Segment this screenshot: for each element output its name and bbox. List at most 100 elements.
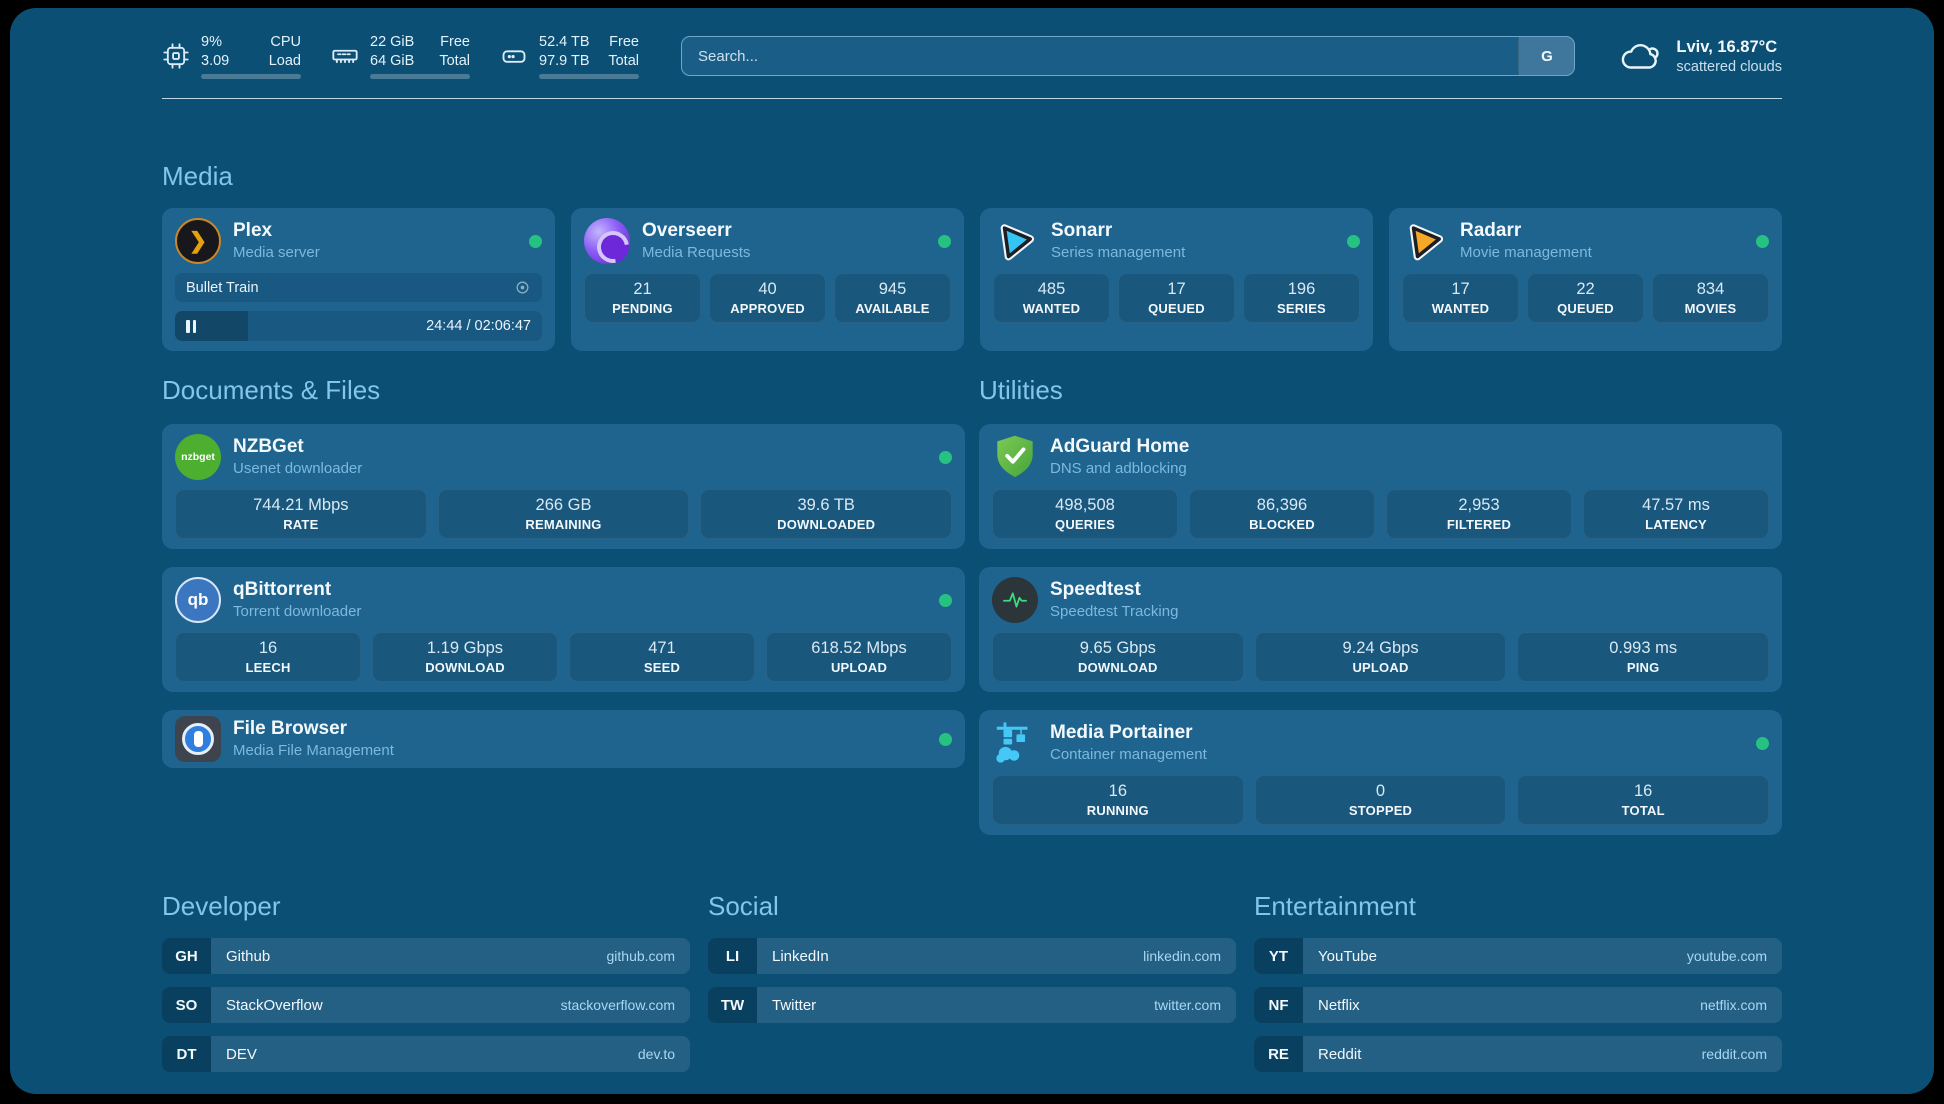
disk-free-label: Free xyxy=(609,34,639,51)
pause-icon[interactable] xyxy=(186,319,196,333)
app-card-overseerr[interactable]: Overseerr Media Requests 21 PENDING 40 A… xyxy=(571,208,964,351)
status-online-dot xyxy=(529,234,542,248)
link-stackoverflow[interactable]: SO StackOverflow stackoverflow.com xyxy=(162,987,690,1023)
stat-queued: 17 QUEUED xyxy=(1118,273,1235,323)
stat-pending: 21 PENDING xyxy=(584,273,701,323)
cpu-load-avg: 3.09 xyxy=(201,52,230,69)
link-name: DEV xyxy=(226,1045,257,1063)
search-input[interactable] xyxy=(682,37,1519,75)
app-name: Radarr xyxy=(1460,220,1522,242)
link-twitter[interactable]: TW Twitter twitter.com xyxy=(708,987,1236,1023)
link-abbr: SO xyxy=(162,987,211,1023)
app-card-sonarr[interactable]: Sonarr Series management 485 WANTED 17 Q… xyxy=(980,208,1373,351)
app-card-portainer[interactable]: Media Portainer Container management 16 … xyxy=(979,710,1782,835)
status-online-dot xyxy=(939,593,952,607)
stat-running: 16 RUNNING xyxy=(992,775,1244,825)
app-description: Container management xyxy=(1050,745,1207,763)
disk-icon xyxy=(500,42,528,70)
ram-total: 64 GiB xyxy=(370,52,415,69)
stat-movies: 834 MOVIES xyxy=(1652,273,1769,323)
app-card-filebrowser[interactable]: File Browser Media File Management xyxy=(162,710,965,768)
cpu-icon xyxy=(162,42,190,70)
link-url: github.com xyxy=(606,948,675,964)
adguard-icon xyxy=(992,434,1038,480)
status-online-dot xyxy=(1756,234,1769,248)
app-card-qbittorrent[interactable]: qb qBittorrent Torrent downloader 16 LEE… xyxy=(162,567,965,692)
cpu-widget: 9% 3.09 CPU Load xyxy=(162,33,301,79)
link-youtube[interactable]: YT YouTube youtube.com xyxy=(1254,938,1782,974)
weather-condition: scattered clouds xyxy=(1676,58,1782,75)
stat-leech: 16 LEECH xyxy=(175,632,361,682)
stat-wanted: 17 WANTED xyxy=(1402,273,1519,323)
disk-progress-bar xyxy=(539,73,639,79)
app-description: Series management xyxy=(1051,243,1186,261)
link-url: twitter.com xyxy=(1154,997,1221,1013)
playback-progress-bar[interactable]: 24:44 / 02:06:47 xyxy=(175,311,542,341)
app-description: Speedtest Tracking xyxy=(1050,602,1179,620)
app-name: Media Portainer xyxy=(1050,722,1193,744)
stat-upload: 618.52 Mbps UPLOAD xyxy=(766,632,952,682)
stat-queries: 498,508 QUERIES xyxy=(992,489,1178,539)
section-title-utilities: Utilities xyxy=(979,375,1063,405)
link-linkedin[interactable]: LI LinkedIn linkedin.com xyxy=(708,938,1236,974)
link-name: YouTube xyxy=(1318,947,1377,965)
app-name: Sonarr xyxy=(1051,220,1113,242)
nzbget-icon: nzbget xyxy=(175,434,221,480)
app-card-speedtest[interactable]: Speedtest Speedtest Tracking 9.65 Gbps D… xyxy=(979,567,1782,692)
link-name: StackOverflow xyxy=(226,996,323,1014)
ram-progress-bar xyxy=(370,73,470,79)
search-bar[interactable]: G xyxy=(681,36,1576,76)
app-card-radarr[interactable]: Radarr Movie management 17 WANTED 22 QUE… xyxy=(1389,208,1782,351)
app-card-nzbget[interactable]: nzbget NZBGet Usenet downloader 744.21 M… xyxy=(162,424,965,549)
now-playing-row: Bullet Train xyxy=(175,273,542,302)
link-url: reddit.com xyxy=(1701,1046,1767,1062)
link-abbr: RE xyxy=(1254,1036,1303,1072)
ram-widget: 22 GiB 64 GiB Free Total xyxy=(331,33,470,79)
section-title-media: Media xyxy=(162,161,233,191)
filebrowser-icon xyxy=(175,716,221,762)
link-abbr: DT xyxy=(162,1036,211,1072)
search-engine-button[interactable]: G xyxy=(1518,37,1575,75)
app-card-plex[interactable]: Plex Media server Bullet Train xyxy=(162,208,555,351)
cpu-usage: 9% xyxy=(201,34,222,51)
link-reddit[interactable]: RE Reddit reddit.com xyxy=(1254,1036,1782,1072)
app-description: Media File Management xyxy=(233,741,394,759)
ram-free-label: Free xyxy=(440,34,470,51)
link-abbr: GH xyxy=(162,938,211,974)
now-playing-settings-icon[interactable] xyxy=(514,279,531,296)
weather-location-temp: Lviv, 16.87°C xyxy=(1676,37,1778,56)
stat-series: 196 SERIES xyxy=(1243,273,1360,323)
sonarr-icon xyxy=(993,218,1039,264)
stat-wanted: 485 WANTED xyxy=(993,273,1110,323)
stat-queued: 22 QUEUED xyxy=(1527,273,1644,323)
app-name: AdGuard Home xyxy=(1050,436,1190,458)
status-online-dot xyxy=(939,450,952,464)
app-card-adguard[interactable]: AdGuard Home DNS and adblocking 498,508 … xyxy=(979,424,1782,549)
cpu-progress-bar xyxy=(201,73,301,79)
playback-time: 24:44 / 02:06:47 xyxy=(426,318,531,334)
link-netflix[interactable]: NF Netflix netflix.com xyxy=(1254,987,1782,1023)
section-title-entertainment: Entertainment xyxy=(1254,891,1416,921)
link-name: Github xyxy=(226,947,271,965)
stat-approved: 40 APPROVED xyxy=(709,273,826,323)
now-playing-title: Bullet Train xyxy=(186,279,259,296)
dashboard: 9% 3.09 CPU Load xyxy=(10,8,1934,1094)
disk-widget: 52.4 TB 97.9 TB Free Total xyxy=(500,33,639,79)
status-online-dot xyxy=(1347,234,1360,248)
link-abbr: YT xyxy=(1254,938,1303,974)
link-github[interactable]: GH Github github.com xyxy=(162,938,690,974)
topbar-divider xyxy=(162,98,1782,99)
stat-ping: 0.993 ms PING xyxy=(1517,632,1770,682)
app-description: DNS and adblocking xyxy=(1050,459,1187,477)
section-title-documents: Documents & Files xyxy=(162,375,381,405)
link-dev[interactable]: DT DEV dev.to xyxy=(162,1036,690,1072)
app-description: Movie management xyxy=(1460,243,1592,261)
stat-downloaded: 39.6 TB DOWNLOADED xyxy=(700,489,953,539)
link-url: linkedin.com xyxy=(1143,948,1221,964)
stat-seed: 471 SEED xyxy=(569,632,755,682)
link-name: Twitter xyxy=(772,996,817,1014)
section-title-social: Social xyxy=(708,891,779,921)
link-url: netflix.com xyxy=(1700,997,1767,1013)
link-url: dev.to xyxy=(637,1046,675,1062)
stat-blocked: 86,396 BLOCKED xyxy=(1189,489,1375,539)
